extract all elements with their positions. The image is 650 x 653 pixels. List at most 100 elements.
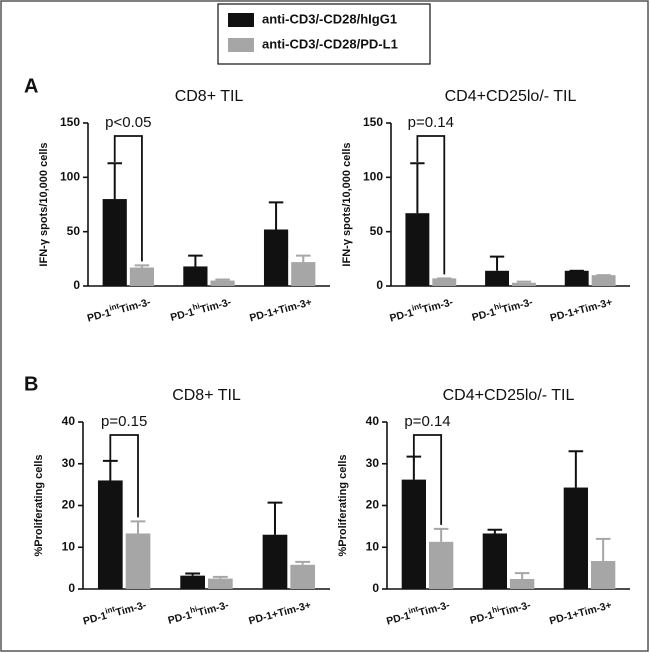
chart-title: CD8+ TIL [172, 387, 241, 404]
x-tick-label-part: PD-1 [469, 609, 495, 627]
bar [125, 533, 151, 589]
significance-bracket [412, 434, 443, 525]
y-tick-label: 20 [62, 498, 76, 512]
error-bar [130, 520, 146, 534]
bar [485, 270, 509, 286]
x-tick-label-superscript: hi [191, 301, 200, 312]
y-tick-label: 0 [73, 278, 80, 292]
error-bar [215, 278, 230, 281]
y-tick-label: 20 [366, 498, 380, 512]
y-tick-label: 10 [366, 539, 380, 553]
error-bar [595, 537, 611, 562]
y-tick-label: 40 [366, 414, 380, 428]
x-tick-label: PD-1+Tim-3+ [247, 599, 312, 627]
bar [564, 270, 589, 286]
error-bar [212, 575, 228, 579]
y-axis-label: IFN-γ spots/10,000 cells [341, 142, 353, 266]
x-tick-label-part: Tim-3- [118, 296, 152, 316]
x-tick-label-part: PD-1 [86, 307, 112, 325]
legend-box [217, 3, 431, 65]
x-tick-label-superscript: hi [493, 301, 502, 312]
y-tick-label: 30 [366, 456, 380, 470]
bar [432, 278, 457, 286]
error-bar [267, 501, 283, 535]
y-tick-label: 50 [370, 224, 384, 238]
error-bar [487, 528, 503, 534]
bar [290, 564, 316, 589]
annotation: p=0.15 [101, 413, 147, 430]
annotation: p=0.14 [404, 413, 450, 430]
legend-label: anti-CD3/-CD28/PD-L1 [262, 36, 398, 51]
y-tick-label: 100 [60, 170, 80, 184]
bar [291, 262, 316, 286]
x-tick-label-superscript: int [407, 604, 419, 615]
error-bar [489, 255, 505, 271]
error-bar [568, 450, 584, 488]
annotation: p<0.05 [105, 114, 151, 131]
x-tick-label-part: PD-1+Tim-3+ [548, 599, 613, 627]
error-bar [107, 162, 122, 200]
bar [97, 480, 123, 589]
bar [263, 229, 289, 286]
error-bar [514, 572, 530, 579]
y-axis-label: %Proliferating cells [33, 454, 45, 556]
x-tick-label: PD-1hiTim-3- [168, 293, 233, 324]
x-tick-label-part: PD-1 [385, 610, 411, 628]
annotation: p=0.14 [408, 114, 454, 131]
x-tick-label-part: Tim-3- [499, 599, 533, 619]
x-tick-label: PD-1+Tim-3+ [248, 296, 313, 324]
x-tick-label-part: PD-1 [82, 610, 108, 628]
bar [591, 561, 616, 589]
y-axis-label: %Proliferating cells [337, 454, 349, 556]
error-bar [268, 201, 284, 230]
legend-label: anti-CD3/-CD28/hIgG1 [262, 11, 397, 26]
bar [210, 280, 235, 286]
significance-bracket [416, 135, 446, 275]
bar [512, 282, 536, 286]
x-tick-label-part: Tim-3- [199, 296, 233, 316]
error-bar [296, 254, 311, 263]
x-tick-label-part: PD-1 [167, 609, 193, 627]
y-tick-label: 150 [60, 115, 80, 129]
y-axis-label: IFN-γ spots/10,000 cells [38, 142, 50, 266]
x-tick-label-part: Tim-3- [501, 296, 535, 316]
panel-label: B [24, 373, 38, 395]
error-bar [188, 254, 203, 267]
error-bar [433, 527, 449, 542]
x-tick-label: PD-1intTim-3- [388, 293, 455, 325]
error-bar [134, 264, 150, 268]
x-tick-label-part: PD-1+Tim-3+ [549, 296, 614, 324]
error-bar [295, 560, 311, 565]
significance-bracket [109, 434, 139, 518]
x-tick-label-superscript: int [411, 301, 423, 312]
x-tick-label-part: Tim-3- [421, 296, 455, 316]
chart-title: CD4+CD25lo/- TIL [443, 387, 575, 404]
error-bar [102, 459, 118, 481]
bar [401, 479, 426, 589]
x-tick-label: PD-1intTim-3- [85, 293, 152, 325]
y-tick-label: 50 [67, 224, 81, 238]
y-tick-label: 150 [363, 115, 383, 129]
bar [208, 578, 233, 589]
x-tick-label-part: PD-1+Tim-3+ [247, 599, 312, 627]
bar [129, 267, 155, 286]
x-tick-label: PD-1hiTim-3- [470, 293, 535, 324]
bar [180, 575, 205, 589]
legend-swatch [228, 13, 254, 27]
bar [262, 534, 288, 589]
legend-swatch [228, 38, 254, 52]
y-tick-label: 10 [62, 539, 76, 553]
x-tick-label-part: Tim-3- [418, 599, 452, 619]
significance-bracket [113, 135, 143, 262]
x-tick-label-superscript: int [108, 301, 120, 312]
panel-label: A [24, 75, 38, 97]
y-tick-label: 0 [372, 581, 379, 595]
y-tick-label: 30 [62, 456, 76, 470]
x-tick-label-part: PD-1 [471, 306, 497, 324]
bar [183, 266, 208, 286]
x-tick-label-part: Tim-3- [114, 599, 148, 619]
error-bar [185, 572, 201, 576]
bar [482, 533, 507, 589]
